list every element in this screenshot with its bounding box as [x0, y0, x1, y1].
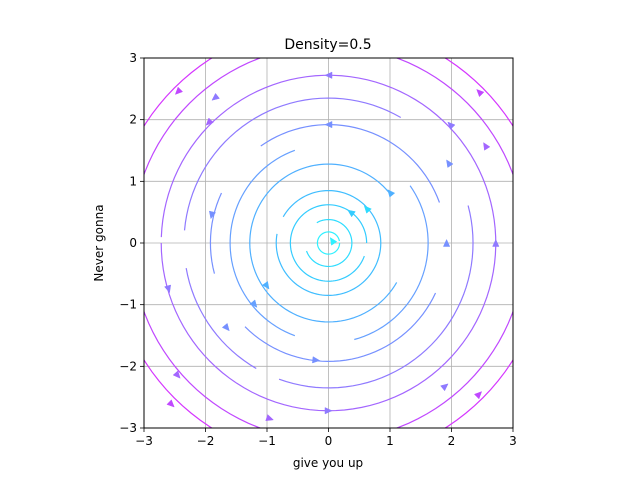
- flow-arrow-3: [387, 189, 396, 198]
- flow-arrow-5: [249, 299, 258, 308]
- y-tick-label-2: −1: [119, 298, 137, 312]
- y-tick-label-1: −2: [119, 359, 137, 373]
- flow-arrow-1: [347, 209, 356, 218]
- flow-arrow-2: [329, 237, 338, 246]
- chart-title: Density=0.5: [284, 37, 371, 53]
- streamline-10: [183, 97, 402, 231]
- x-tick-label-2: −1: [258, 434, 276, 448]
- x-tick-label-1: −2: [197, 434, 215, 448]
- flow-arrow-6: [324, 121, 333, 129]
- flow-arrow-12: [324, 71, 333, 79]
- x-tick-label-4: 1: [386, 434, 394, 448]
- flow-arrow-14: [164, 284, 172, 294]
- streamline-12: [278, 205, 474, 389]
- flow-arrow-17: [447, 121, 456, 130]
- flow-arrow-0: [363, 205, 372, 214]
- flow-arrow-16: [492, 238, 500, 247]
- y-tick-label-3: 0: [129, 236, 137, 250]
- flow-arrow-11: [446, 159, 454, 168]
- flow-arrow-23: [174, 86, 184, 95]
- y-axis-label: Never gonna: [92, 204, 106, 281]
- flow-arrow-8: [312, 356, 321, 364]
- streamline-1: [305, 218, 353, 268]
- streamline-15: [144, 58, 513, 428]
- flow-arrow-20: [172, 370, 181, 379]
- streamline-6: [354, 185, 429, 341]
- flow-arrow-25: [166, 399, 175, 408]
- y-tick-label-0: −3: [119, 421, 137, 435]
- flow-arrow-15: [324, 407, 333, 415]
- y-tick-label-5: 2: [129, 113, 137, 127]
- flow-arrow-21: [265, 414, 274, 421]
- streamline-7: [260, 124, 441, 203]
- x-tick-label-3: 0: [325, 434, 333, 448]
- x-axis-label: give you up: [293, 456, 363, 470]
- flow-arrow-7: [209, 210, 217, 220]
- flow-arrow-18: [440, 383, 449, 392]
- x-axis-ticks: −3 −2 −1 0 1 2 3: [135, 428, 517, 448]
- streamline-4: [249, 163, 398, 323]
- flow-arrow-24: [476, 89, 485, 98]
- streamline-0: [316, 231, 341, 255]
- flow-arrow-13: [211, 92, 220, 101]
- streamline-3: [275, 189, 382, 297]
- flow-arrow-4: [261, 281, 270, 290]
- flow-arrow-26: [473, 391, 483, 400]
- flow-arrows: [164, 71, 500, 421]
- flow-arrow-22: [483, 142, 491, 151]
- flow-arrow-19: [205, 117, 214, 126]
- streamline-8: [209, 192, 223, 274]
- x-tick-label-5: 2: [448, 434, 456, 448]
- y-tick-label-4: 1: [129, 174, 137, 188]
- x-tick-label-6: 3: [509, 434, 517, 448]
- streamline-5: [229, 149, 296, 337]
- y-axis-ticks: −3 −2 −1 0 1 2 3: [119, 51, 144, 435]
- x-tick-label-0: −3: [135, 434, 153, 448]
- streamlines: [144, 58, 513, 428]
- streamline-11: [185, 268, 257, 370]
- streamline-9: [244, 292, 437, 363]
- streamline-13: [160, 74, 496, 238]
- y-tick-label-6: 3: [129, 51, 137, 65]
- streamline-14: [160, 228, 497, 412]
- flow-arrow-10: [442, 238, 451, 247]
- flow-arrow-9: [221, 322, 230, 332]
